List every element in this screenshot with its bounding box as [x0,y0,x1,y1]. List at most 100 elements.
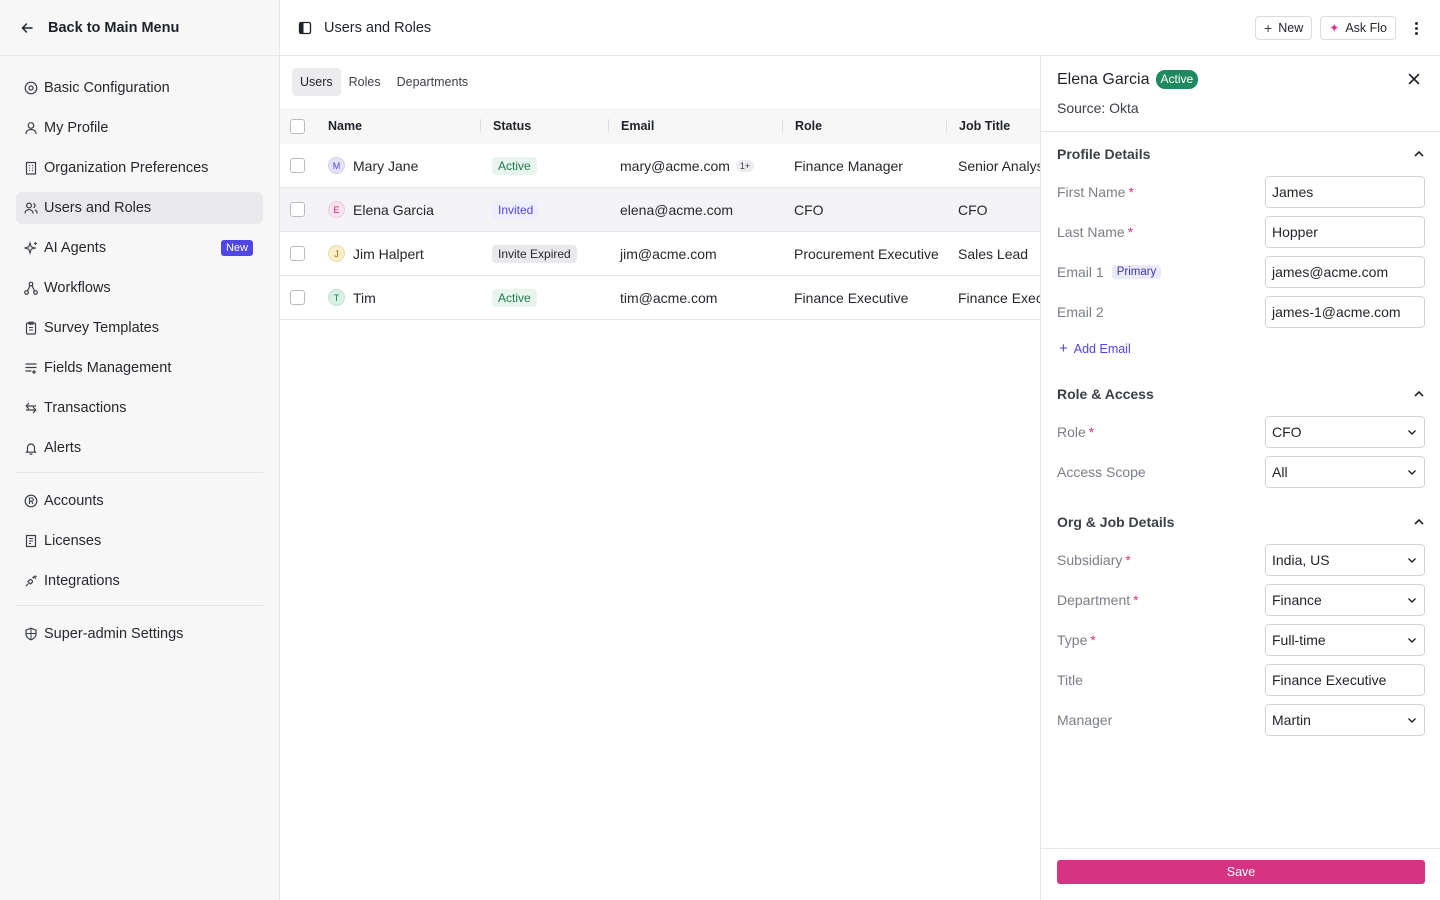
clipboard-icon [24,321,38,335]
chevron-up-icon [1414,390,1424,397]
select-value: Full-time [1272,632,1326,648]
last-name-input[interactable]: Hopper [1265,216,1425,248]
bell-icon [24,441,38,455]
sidebar-item-ai-agents[interactable]: AI Agents New [16,232,263,264]
email1-row: Email 1 Primary james@acme.com [1041,256,1440,288]
sidebar-item-accounts[interactable]: Accounts [16,485,263,517]
select-value: India, US [1272,552,1330,568]
chevron-down-icon [1408,558,1416,563]
divider [16,472,263,473]
avatar: E [328,201,345,218]
more-options-icon[interactable] [1408,16,1424,40]
sidebar-item-survey-templates[interactable]: Survey Templates [16,312,263,344]
user-role: Procurement Executive [794,245,939,262]
table-row[interactable]: E Elena Garcia Invited elena@acme.com CFO… [280,188,1040,232]
column-header-role[interactable]: Role [782,119,946,133]
column-header-job-title[interactable]: Job Title [946,119,1040,133]
sidebar-item-workflows[interactable]: Workflows [16,272,263,304]
sparkle-icon [24,241,38,255]
required-marker: * [1127,224,1134,240]
select-value: CFO [1272,424,1302,440]
column-header-status[interactable]: Status [480,119,608,133]
sidebar-item-alerts[interactable]: Alerts [16,432,263,464]
new-button[interactable]: + New [1255,16,1313,40]
close-icon[interactable] [1408,72,1420,88]
title-input[interactable]: Finance Executive [1265,664,1425,696]
subsidiary-select[interactable]: India, US [1265,544,1425,576]
sidebar-item-basic-configuration[interactable]: Basic Configuration [16,72,263,104]
sidebar-item-licenses[interactable]: Licenses [16,525,263,557]
new-badge: New [220,240,253,256]
add-email-button[interactable]: + Add Email [1057,340,1131,357]
user-role: Finance Executive [794,289,909,306]
table-row[interactable]: T Tim Active tim@acme.com Finance Executi… [280,276,1040,320]
sidebar-item-users-and-roles[interactable]: Users and Roles [16,192,263,224]
user-detail-panel: Elena Garcia Active Source: Okta Profile… [1040,56,1440,900]
back-label: Back to Main Menu [48,19,180,36]
sparkle-icon: ✦ [1329,21,1340,35]
sidebar-item-integrations[interactable]: Integrations [16,565,263,597]
access-scope-select[interactable]: All [1265,456,1425,488]
subsidiary-row: Subsidiary * India, US [1041,544,1440,576]
sidebar-item-fields-management[interactable]: Fields Management [16,352,263,384]
select-value: All [1272,464,1288,480]
column-header-name[interactable]: Name [328,119,363,133]
sidebar-item-label: Accounts [44,493,104,509]
section-profile-details[interactable]: Profile Details [1041,144,1440,164]
sidebar-item-my-profile[interactable]: My Profile [16,112,263,144]
access-scope-row: Access Scope All [1041,456,1440,488]
panel-footer: Save [1041,848,1440,900]
sidebar-toggle-icon[interactable] [298,21,312,35]
new-button-label: New [1278,21,1304,35]
sidebar-item-transactions[interactable]: Transactions [16,392,263,424]
section-org-job-details[interactable]: Org & Job Details [1041,512,1440,532]
section-role-access[interactable]: Role & Access [1041,384,1440,404]
user-name: Elena Garcia [353,201,434,218]
table-row[interactable]: J Jim Halpert Invite Expired jim@acme.com… [280,232,1040,276]
row-checkbox[interactable] [290,158,305,173]
tab-roles[interactable]: Roles [348,75,381,89]
field-label: Email 2 [1057,304,1104,320]
tab-departments[interactable]: Departments [396,75,469,89]
email2-input[interactable]: james-1@acme.com [1265,296,1425,328]
sidebar: Back to Main Menu Basic Configuration My… [0,0,280,900]
column-header-email[interactable]: Email [608,119,782,133]
row-checkbox[interactable] [290,246,305,261]
users-icon [24,201,38,215]
field-label: Email 1 [1057,264,1104,280]
type-select[interactable]: Full-time [1265,624,1425,656]
role-select[interactable]: CFO [1265,416,1425,448]
ask-flo-button[interactable]: ✦ Ask Flo [1320,16,1396,40]
save-button[interactable]: Save [1057,860,1425,884]
field-label: Role [1057,424,1086,440]
user-job-title: Sales Lead [958,245,1029,262]
sidebar-nav: Basic Configuration My Profile Organizat… [0,56,279,650]
back-to-main-menu[interactable]: Back to Main Menu [0,0,279,56]
transactions-icon [24,401,38,415]
more-emails-badge[interactable]: 1+ [735,159,755,172]
row-checkbox[interactable] [290,202,305,217]
first-name-input[interactable]: James [1265,176,1425,208]
sidebar-item-label: Super-admin Settings [44,626,184,642]
field-label: Manager [1057,712,1113,728]
select-value: Finance [1272,592,1322,608]
manager-select[interactable]: Martin [1265,704,1425,736]
user-name: Mary Jane [353,157,419,174]
sidebar-item-label: My Profile [44,120,109,136]
department-select[interactable]: Finance [1265,584,1425,616]
row-checkbox[interactable] [290,290,305,305]
department-row: Department * Finance [1041,584,1440,616]
required-marker: * [1125,552,1131,568]
section-title: Profile Details [1057,146,1151,162]
email2-row: Email 2 james-1@acme.com [1041,296,1440,328]
tab-users[interactable]: Users [292,68,341,96]
email1-input[interactable]: james@acme.com [1265,256,1425,288]
user-email: tim@acme.com [620,289,718,306]
sidebar-item-organization-preferences[interactable]: Organization Preferences [16,152,263,184]
sidebar-item-label: Workflows [44,280,111,296]
sidebar-item-super-admin-settings[interactable]: Super-admin Settings [16,618,263,650]
user-role: Finance Manager [794,157,903,174]
sidebar-item-label: Organization Preferences [44,160,209,176]
select-all-checkbox[interactable] [290,118,305,134]
table-row[interactable]: M Mary Jane Active mary@acme.com 1+ Financ… [280,144,1040,188]
